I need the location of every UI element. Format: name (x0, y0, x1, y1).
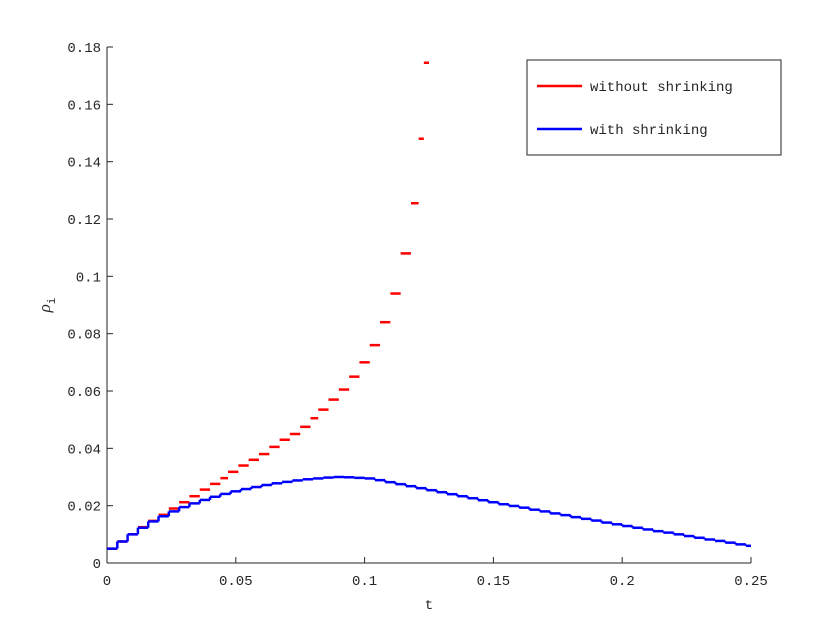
y-axis-label: ρi (35, 297, 59, 313)
y-tick-label: 0.1 (76, 270, 101, 286)
y-tick-label: 0.16 (67, 98, 101, 114)
x-tick-label: 0.1 (352, 574, 377, 590)
x-axis-label: t (425, 598, 433, 614)
x-tick-label: 0.15 (477, 574, 511, 590)
y-tick-label: 0.18 (67, 41, 101, 57)
x-tick-label: 0.25 (734, 574, 768, 590)
y-tick-label: 0.08 (67, 328, 101, 344)
x-tick-label: 0.2 (610, 574, 635, 590)
legend-label: with shrinking (590, 123, 708, 139)
y-tick-label: 0 (93, 557, 101, 573)
legend-box (526, 59, 782, 156)
x-tick-label: 0.05 (219, 574, 253, 590)
y-tick-label: 0.04 (67, 442, 101, 458)
y-axis-label-main: ρ (35, 304, 54, 313)
y-tick-label: 0.12 (67, 213, 101, 229)
y-axis-label-sub: i (47, 297, 59, 304)
y-tick-label: 0.02 (67, 500, 101, 516)
y-tick-label: 0.06 (67, 385, 101, 401)
legend-label: without shrinking (590, 80, 733, 96)
x-tick-label: 0 (103, 574, 111, 590)
y-tick-label: 0.14 (67, 156, 101, 172)
